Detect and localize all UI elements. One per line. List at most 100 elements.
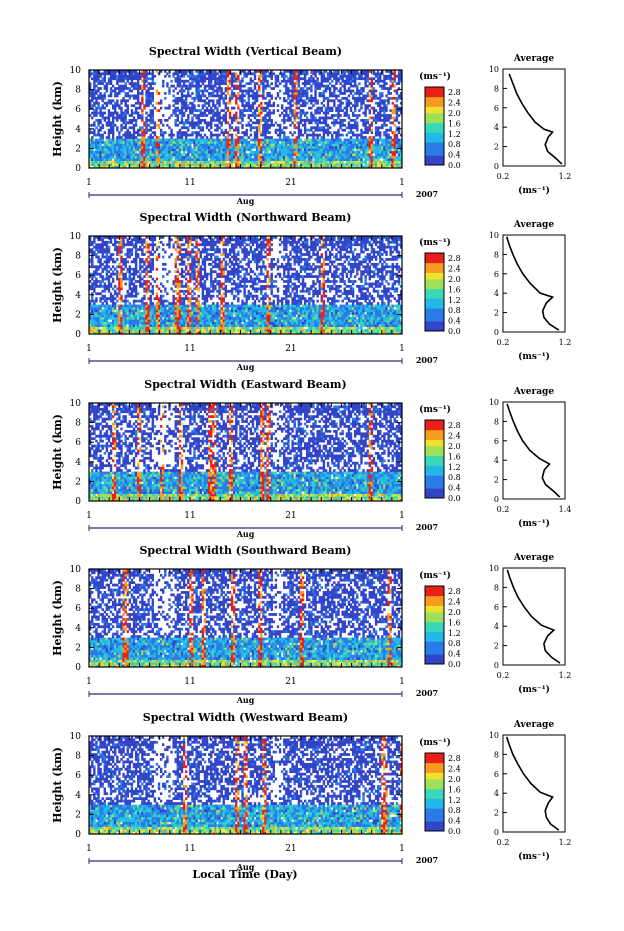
heatmap-cell: [151, 163, 154, 166]
heatmap-cell: [314, 155, 317, 159]
heatmap-cell: [339, 141, 342, 144]
heatmap-cell: [289, 82, 292, 85]
heatmap-cell: [399, 150, 403, 154]
heatmap-cell: [201, 145, 205, 149]
heatmap-cell: [293, 92, 296, 95]
heatmap-cell: [376, 79, 380, 83]
heatmap-cell: [126, 143, 129, 147]
heatmap-cell: [220, 131, 223, 134]
heatmap-cell: [120, 163, 123, 166]
heatmap-cell: [139, 138, 142, 142]
heatmap-cell: [222, 133, 225, 137]
heatmap-cell: [93, 128, 96, 132]
heatmap-cell: [337, 141, 340, 144]
heatmap-cell: [149, 143, 152, 147]
heatmap-cell: [130, 287, 134, 291]
heatmap-cell: [376, 145, 380, 149]
heatmap-cell: [364, 143, 367, 147]
heatmap-cell: [191, 165, 194, 169]
heatmap-cell: [201, 153, 205, 157]
heatmap-cell: [91, 148, 94, 152]
heatmap-cell: [166, 119, 169, 122]
heatmap-cell: [93, 311, 96, 315]
heatmap-cell: [343, 70, 346, 73]
heatmap-cell: [366, 150, 369, 154]
heatmap-cell: [210, 109, 213, 112]
heatmap-cell: [120, 285, 123, 288]
heatmap-cell: [145, 84, 148, 88]
heatmap-cell: [116, 87, 119, 90]
heatmap-cell: [368, 99, 371, 103]
heatmap-cell: [136, 145, 140, 149]
heatmap-cell: [128, 265, 132, 269]
heatmap-cell: [124, 307, 127, 310]
colorbar-step: [425, 113, 444, 117]
heatmap-cell: [318, 148, 321, 152]
heatmap-cell: [97, 72, 100, 76]
heatmap-cell: [337, 116, 340, 120]
heatmap-cell: [132, 104, 136, 108]
heatmap-cell: [109, 145, 113, 149]
heatmap-cell: [197, 74, 200, 78]
heatmap-cell: [153, 150, 157, 154]
heatmap-cell: [122, 79, 125, 83]
heatmap-cell: [301, 148, 305, 152]
heatmap-cell: [343, 79, 346, 83]
heatmap-cell: [103, 307, 106, 310]
heatmap-cell: [260, 158, 263, 161]
heatmap-cell: [381, 106, 384, 110]
heatmap-cell: [124, 121, 127, 125]
heatmap-cell: [387, 150, 390, 154]
heatmap-cell: [318, 84, 321, 88]
heatmap-cell: [128, 94, 132, 98]
heatmap-cell: [132, 94, 136, 98]
heatmap-cell: [193, 104, 196, 108]
heatmap-cell: [120, 309, 123, 313]
heatmap-cell: [266, 94, 269, 98]
heatmap-cell: [120, 326, 123, 330]
heatmap-cell: [114, 148, 117, 152]
heatmap-cell: [232, 138, 236, 142]
heatmap-cell: [143, 165, 146, 169]
heatmap-cell: [164, 165, 167, 169]
heatmap-cell: [99, 148, 102, 152]
heatmap-cell: [283, 150, 286, 154]
heatmap-cell: [314, 99, 317, 103]
heatmap-cell: [114, 311, 117, 315]
heatmap-cell: [260, 145, 263, 149]
heatmap-cell: [224, 116, 228, 120]
y-tick-label: 2: [75, 144, 81, 154]
heatmap-cell: [362, 77, 365, 81]
heatmap-cell: [147, 119, 150, 122]
heatmap-cell: [258, 123, 261, 127]
heatmap-cell: [364, 106, 367, 110]
heatmap-cell: [197, 165, 200, 169]
heatmap-cell: [105, 243, 109, 247]
heatmap-cell: [347, 116, 351, 120]
heatmap-cell: [287, 119, 290, 122]
heatmap-cell: [260, 74, 263, 78]
heatmap-cell: [99, 321, 102, 325]
heatmap-cell: [266, 106, 269, 110]
heatmap-cell: [341, 72, 344, 76]
heatmap-cell: [358, 158, 361, 161]
heatmap-cell: [103, 92, 106, 95]
heatmap-cell: [212, 163, 215, 166]
heatmap-cell: [93, 324, 96, 327]
heatmap-cell: [297, 72, 301, 76]
heatmap-cell: [270, 148, 273, 152]
heatmap-cell: [316, 145, 319, 149]
heatmap-cell: [247, 106, 250, 110]
heatmap-cell: [207, 82, 211, 85]
heatmap-cell: [120, 143, 123, 147]
heatmap-cell: [397, 72, 401, 76]
heatmap-cell: [162, 143, 165, 147]
heatmap-cell: [109, 238, 113, 242]
heatmap-cell: [89, 236, 92, 239]
heatmap-cell: [356, 84, 359, 88]
heatmap-cell: [151, 104, 154, 108]
heatmap-cell: [159, 165, 163, 169]
heatmap-cell: [287, 70, 290, 73]
heatmap-cell: [141, 148, 144, 152]
heatmap-cell: [374, 131, 378, 134]
